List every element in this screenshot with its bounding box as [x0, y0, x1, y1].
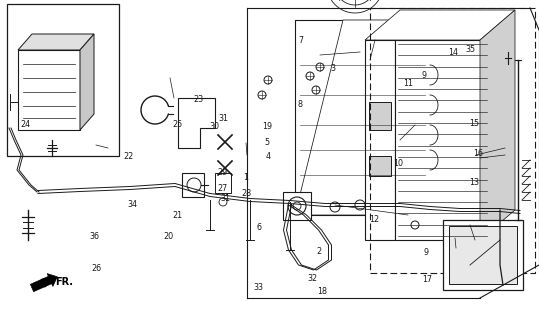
Polygon shape — [480, 10, 515, 240]
Text: 2: 2 — [316, 247, 322, 256]
Bar — [369, 102, 391, 130]
Text: 26: 26 — [91, 264, 101, 273]
Text: 9: 9 — [421, 71, 426, 80]
FancyArrow shape — [30, 274, 57, 292]
Text: 29: 29 — [217, 168, 227, 177]
Bar — [295, 20, 430, 215]
Polygon shape — [430, 20, 478, 230]
Polygon shape — [178, 98, 215, 148]
Text: 34: 34 — [127, 200, 137, 209]
Text: 31: 31 — [219, 114, 229, 123]
Text: 19: 19 — [262, 122, 272, 131]
Text: 14: 14 — [448, 48, 458, 57]
Circle shape — [312, 86, 320, 94]
Text: 32: 32 — [308, 274, 317, 283]
Bar — [369, 156, 391, 176]
Circle shape — [306, 72, 314, 80]
Circle shape — [264, 76, 272, 84]
Text: 21: 21 — [173, 211, 183, 220]
Circle shape — [293, 202, 301, 210]
Text: 4: 4 — [266, 152, 271, 161]
Bar — [370, 8, 535, 273]
Text: 18: 18 — [317, 287, 327, 296]
Text: 35: 35 — [465, 45, 475, 54]
Polygon shape — [18, 34, 94, 50]
Text: 8: 8 — [298, 100, 303, 108]
Text: 17: 17 — [422, 276, 432, 284]
Text: 10: 10 — [393, 159, 403, 168]
Text: 30: 30 — [210, 122, 219, 131]
Text: 23: 23 — [194, 95, 203, 104]
Circle shape — [411, 221, 419, 229]
Circle shape — [219, 198, 227, 206]
Circle shape — [330, 202, 340, 212]
Circle shape — [451, 226, 459, 234]
Circle shape — [187, 178, 201, 192]
Text: 7: 7 — [298, 36, 303, 44]
Text: 25: 25 — [172, 120, 183, 129]
Text: 16: 16 — [473, 149, 483, 158]
Circle shape — [288, 197, 306, 215]
Polygon shape — [365, 10, 515, 40]
Bar — [395, 40, 490, 240]
Bar — [283, 192, 311, 220]
Circle shape — [258, 91, 266, 99]
Polygon shape — [295, 20, 478, 215]
Text: 6: 6 — [256, 223, 261, 232]
Bar — [449, 226, 517, 284]
Text: 5: 5 — [264, 138, 270, 147]
Bar — [443, 220, 523, 290]
Polygon shape — [80, 34, 94, 130]
Bar — [7, 4, 119, 156]
Text: 20: 20 — [164, 232, 174, 241]
Text: 22: 22 — [123, 152, 134, 161]
Text: 36: 36 — [89, 232, 99, 241]
Text: 28: 28 — [242, 189, 252, 198]
Bar — [18, 50, 80, 130]
Text: 1: 1 — [243, 173, 248, 182]
Circle shape — [316, 63, 324, 71]
Bar — [215, 173, 231, 193]
Bar — [182, 173, 204, 197]
Text: 15: 15 — [469, 119, 479, 128]
Text: 9: 9 — [423, 248, 429, 257]
Text: 33: 33 — [254, 284, 264, 292]
Text: 31: 31 — [220, 194, 230, 203]
Text: 27: 27 — [217, 184, 228, 193]
Text: 12: 12 — [370, 215, 379, 224]
Text: 11: 11 — [403, 79, 413, 88]
Bar — [365, 40, 395, 240]
Circle shape — [355, 200, 365, 210]
Text: 3: 3 — [330, 64, 336, 73]
Text: FR.: FR. — [55, 277, 73, 287]
Text: 24: 24 — [21, 120, 31, 129]
Text: 13: 13 — [469, 178, 479, 187]
